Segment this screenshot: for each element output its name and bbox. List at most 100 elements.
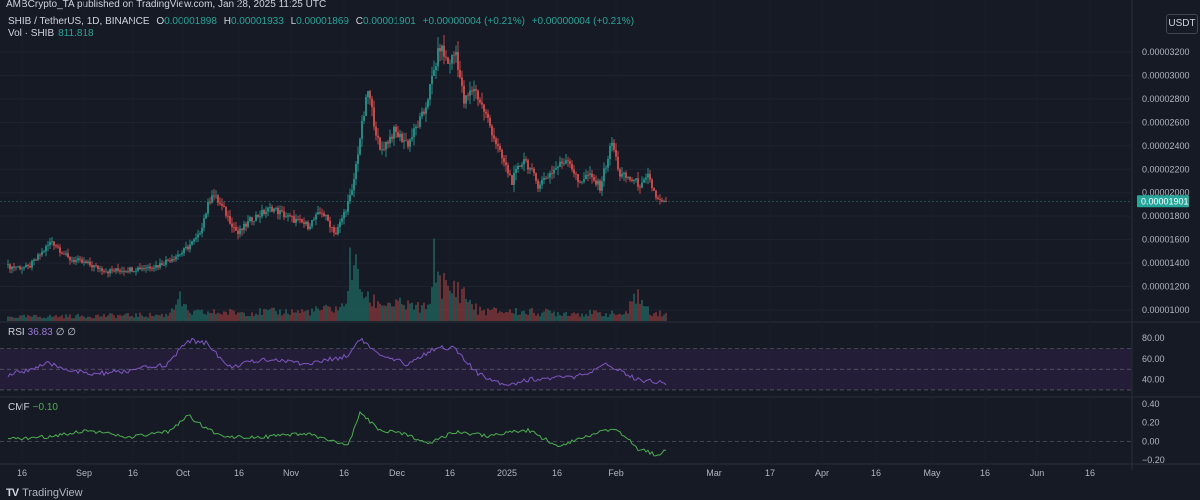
volume-bar — [341, 303, 343, 321]
candle-body — [31, 260, 33, 268]
volume-bar — [225, 311, 227, 321]
candle-body — [99, 268, 101, 270]
volume-bar — [65, 314, 67, 321]
volume-bar — [373, 294, 375, 321]
volume-bar — [515, 308, 517, 321]
candle-body — [169, 260, 171, 262]
cmf-legend[interactable]: CMF −0.10 — [8, 402, 58, 413]
candle-body — [363, 115, 365, 121]
candle-body — [471, 90, 473, 92]
candle-body — [559, 161, 561, 167]
candle-body — [407, 140, 409, 147]
volume-bar — [653, 313, 655, 321]
candle-body — [359, 138, 361, 155]
candle-body — [233, 227, 235, 228]
time-tick-label: 16 — [552, 468, 562, 478]
candle-body — [625, 172, 627, 178]
candle-body — [477, 90, 479, 100]
volume-bar — [563, 312, 565, 321]
candle-body — [303, 222, 305, 225]
candle-body — [421, 111, 423, 117]
candle-body — [503, 158, 505, 163]
candle-body — [311, 220, 313, 227]
volume-bar — [315, 306, 317, 321]
volume-bar — [407, 300, 409, 321]
candle-body — [45, 246, 47, 252]
candle-body — [209, 202, 211, 203]
candle-body — [623, 172, 625, 174]
volume-bar — [63, 318, 65, 321]
candle-body — [507, 165, 509, 174]
candle-body — [517, 166, 519, 170]
candle-body — [395, 126, 397, 133]
volume-bar — [473, 309, 475, 321]
candle-body — [417, 126, 419, 128]
candle-body — [157, 265, 159, 268]
volume-bar — [479, 306, 481, 321]
volume-bar — [155, 314, 157, 321]
candle-body — [423, 111, 425, 114]
volume-bar — [633, 293, 635, 321]
candle-body — [267, 207, 269, 212]
cmf-label: CMF — [8, 402, 30, 413]
candle-body — [73, 260, 75, 262]
candle-body — [365, 97, 367, 116]
candle-body — [447, 57, 449, 64]
candle-body — [515, 169, 517, 173]
candle-body — [151, 268, 153, 270]
volume-bar — [115, 318, 117, 321]
volume-bar — [471, 304, 473, 321]
volume-bar — [465, 298, 467, 321]
candle-body — [487, 113, 489, 118]
quote-currency-button[interactable]: USDT — [1166, 14, 1198, 34]
volume-bar — [165, 313, 167, 321]
candle-body — [565, 160, 567, 164]
volume-bar — [263, 309, 265, 321]
candle-body — [409, 139, 411, 147]
volume-bar — [565, 311, 567, 321]
volume-bar — [275, 311, 277, 321]
volume-bar — [351, 280, 353, 321]
volume-bar — [19, 315, 21, 321]
volume-bar — [135, 313, 137, 321]
volume-bar — [143, 317, 145, 321]
candle-body — [181, 252, 183, 255]
volume-bar — [525, 313, 527, 321]
rsi-legend[interactable]: RSI 36.83 ∅ ∅ — [8, 327, 76, 338]
candle-body — [579, 181, 581, 183]
candle-body — [147, 266, 149, 268]
candle-body — [161, 263, 163, 266]
candle-body — [351, 190, 353, 195]
volume-label[interactable]: Vol · SHIB — [8, 28, 55, 39]
candle-body — [633, 179, 635, 181]
candle-body — [361, 120, 363, 139]
price-tick-label: 0.00001000 — [1142, 305, 1190, 315]
volume-bar — [561, 315, 563, 321]
volume-bar — [377, 301, 379, 321]
volume-bar — [259, 308, 261, 321]
candle-body — [287, 215, 289, 217]
volume-bar — [409, 303, 411, 321]
candle-body — [561, 161, 563, 164]
candle-body — [639, 186, 641, 188]
candle-body — [419, 116, 421, 127]
symbol-legend: SHIB / TetherUS, 1D, BINANCE O0.00001898… — [8, 16, 634, 27]
candle-body — [61, 252, 63, 254]
candle-body — [377, 135, 379, 138]
candle-body — [609, 145, 611, 160]
volume-bar — [661, 316, 663, 321]
time-tick-label: 16 — [128, 468, 138, 478]
candle-body — [429, 84, 431, 100]
candle-body — [661, 200, 663, 202]
volume-bar — [329, 306, 331, 321]
symbol-name[interactable]: SHIB / TetherUS, 1D, BINANCE — [8, 16, 150, 27]
volume-bar — [11, 316, 13, 321]
candle-body — [187, 246, 189, 250]
candle-body — [645, 177, 647, 180]
rsi-label: RSI — [8, 327, 25, 338]
tradingview-logo-icon: TV — [6, 487, 19, 499]
volume-bar — [79, 316, 81, 321]
volume-bar — [439, 275, 441, 321]
volume-bar — [307, 309, 309, 321]
